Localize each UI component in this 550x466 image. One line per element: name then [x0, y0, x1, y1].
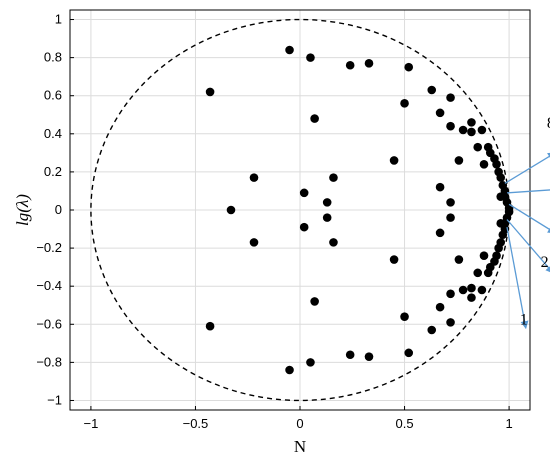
data-point	[467, 118, 476, 127]
y-axis-label: lg(λ)	[13, 194, 32, 226]
data-point	[427, 325, 437, 335]
x-tick-labels: −1 −0.5 0 0.5 1	[83, 406, 513, 431]
data-point	[389, 255, 399, 264]
data-point	[306, 358, 315, 367]
data-point	[467, 283, 476, 293]
data-point	[467, 127, 476, 137]
data-point	[249, 173, 259, 182]
data-point	[249, 238, 259, 247]
data-point	[454, 255, 464, 264]
annotation-arrow	[506, 227, 529, 330]
arrow-annotations: 86421	[504, 115, 550, 330]
annotation-arrow	[506, 219, 550, 274]
y-tick-label: 0	[55, 202, 62, 217]
y-tick-label: 1	[55, 12, 62, 27]
data-point	[504, 207, 514, 217]
y-tick-label: −1	[47, 392, 62, 407]
data-point	[477, 285, 487, 295]
data-point	[467, 293, 476, 302]
data-point	[458, 125, 468, 135]
annotation-arrow	[504, 152, 550, 184]
data-point	[435, 108, 445, 118]
x-tick-label: 0.5	[396, 416, 414, 431]
data-point	[473, 268, 483, 278]
data-point	[446, 213, 455, 222]
data-point	[496, 173, 506, 182]
x-tick-label: 1	[505, 416, 512, 431]
data-point	[454, 156, 464, 165]
y-tick-label: −0.8	[36, 354, 62, 369]
data-point	[496, 238, 506, 247]
data-point	[299, 188, 309, 198]
y-tick-label: 0.8	[44, 50, 62, 65]
annotation-label: 2	[541, 254, 549, 271]
data-point	[446, 121, 455, 131]
data-point	[299, 222, 309, 232]
data-point	[404, 348, 414, 358]
data-point	[345, 350, 355, 360]
data-point	[322, 213, 332, 222]
data-point	[458, 285, 468, 295]
data-point	[400, 312, 409, 321]
y-tick-label: 0.4	[44, 126, 62, 141]
data-point	[446, 289, 455, 299]
data-point	[306, 53, 315, 62]
data-point	[435, 302, 445, 312]
annotation-label: 1	[520, 311, 528, 328]
data-point	[473, 142, 483, 152]
y-tick-label: 0.2	[44, 164, 62, 179]
data-point	[492, 159, 501, 169]
data-point	[205, 87, 215, 97]
data-point	[496, 219, 506, 228]
data-point	[404, 62, 414, 72]
data-point	[427, 85, 437, 95]
data-point	[492, 251, 501, 261]
data-point	[329, 173, 338, 182]
data-point	[345, 60, 355, 70]
data-point	[435, 228, 445, 238]
data-point	[226, 205, 236, 215]
data-point	[364, 352, 374, 361]
data-point	[329, 238, 338, 247]
grid-lines	[70, 10, 530, 410]
x-tick-label: −0.5	[183, 416, 209, 431]
data-point	[310, 114, 319, 123]
y-tick-label: 0.6	[44, 88, 62, 103]
data-point	[322, 198, 332, 207]
data-point	[285, 365, 294, 375]
annotation-label: 8	[547, 115, 550, 132]
y-tick-label: −0.6	[36, 316, 62, 331]
data-point	[446, 198, 455, 207]
data-point	[285, 45, 294, 55]
data-points	[205, 45, 514, 375]
data-point	[389, 156, 399, 165]
x-axis-label: N	[294, 437, 306, 456]
data-point	[435, 182, 445, 192]
data-point	[446, 318, 455, 327]
x-tick-label: −1	[83, 416, 98, 431]
y-tick-label: −0.2	[36, 240, 62, 255]
x-tick-label: 0	[296, 416, 303, 431]
data-point	[205, 321, 215, 331]
data-point	[310, 297, 319, 306]
annotation-arrow	[508, 203, 550, 234]
data-point	[479, 251, 489, 261]
data-point	[477, 125, 487, 135]
y-tick-labels: −1 −0.8 −0.6 −0.4 −0.2 0 0.2 0.4 0.6 0.8 1	[36, 12, 74, 407]
data-point	[446, 93, 455, 102]
data-point	[364, 59, 374, 68]
data-point	[479, 159, 489, 169]
annotation-arrow	[506, 189, 550, 194]
y-tick-label: −0.4	[36, 278, 62, 293]
data-point	[400, 99, 409, 108]
data-point	[496, 192, 506, 201]
